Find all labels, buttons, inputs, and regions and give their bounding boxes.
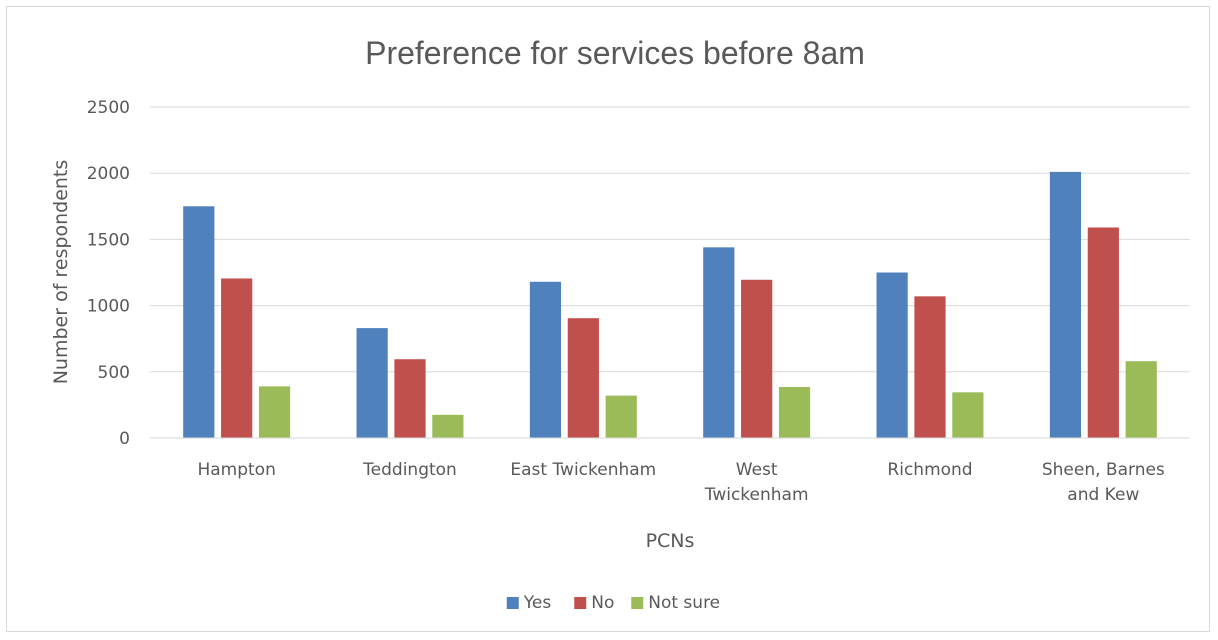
x-tick-label: Hampton: [197, 460, 275, 480]
x-tick-label-line: Hampton: [197, 460, 275, 480]
y-tick-label: 0: [119, 429, 130, 449]
bar-yes: [1049, 171, 1082, 438]
x-tick-label-line: Sheen, Barnes: [1042, 460, 1165, 480]
bar-not-sure: [258, 386, 291, 438]
legend-label-not-sure: Not sure: [648, 593, 720, 613]
bar-yes: [876, 272, 908, 438]
bar-no: [567, 318, 599, 438]
y-tick-label: 500: [98, 363, 130, 383]
bar-yes: [703, 247, 735, 438]
legend-label-yes: Yes: [523, 593, 552, 613]
x-tick-label-line: Teddington: [362, 460, 457, 480]
bar-no: [394, 359, 426, 438]
bar-not-sure: [1125, 361, 1157, 438]
bar-yes: [529, 281, 562, 438]
y-tick-label: 1000: [87, 297, 130, 317]
x-tick-label-line: East Twickenham: [510, 460, 656, 480]
bars: [183, 171, 1157, 438]
x-tick-label-line: and Kew: [1067, 485, 1139, 505]
bar-not-sure: [605, 395, 637, 438]
x-tick-label: Sheen, Barnes and Kew: [1042, 460, 1165, 505]
legend-swatch-yes: [506, 597, 519, 609]
y-tick-label: 2500: [87, 98, 130, 118]
bar-no: [741, 279, 773, 438]
bar-no: [914, 296, 946, 438]
bar-not-sure: [432, 414, 464, 438]
bar-no: [1087, 227, 1119, 438]
y-tick-label: 2000: [87, 164, 130, 184]
y-tick-label: 1500: [87, 230, 130, 250]
x-tick-label: West Twickenham: [704, 460, 809, 505]
x-tick-label: Teddington: [362, 460, 457, 480]
x-tick-label-line: West: [736, 460, 778, 480]
legend: Yes No Not sure: [506, 593, 720, 613]
chart-title: Preference for services before 8am: [365, 35, 865, 71]
y-axis-ticks: 0 500 1000 1500 2000 2500: [87, 98, 130, 449]
legend-swatch-not-sure: [631, 597, 644, 609]
x-tick-label-line: Richmond: [887, 460, 972, 480]
x-axis-label: PCNs: [646, 530, 695, 552]
bar-not-sure: [778, 387, 811, 438]
x-tick-label: East Twickenham: [510, 460, 656, 480]
x-tick-label: Richmond: [887, 460, 972, 480]
legend-swatch-no: [574, 597, 587, 609]
legend-label-no: No: [591, 593, 614, 613]
bar-yes: [356, 328, 388, 438]
bar-no: [221, 278, 253, 438]
gridlines: [150, 106, 1190, 373]
y-axis-label: Number of respondents: [50, 160, 72, 385]
x-tick-label-line: Twickenham: [704, 485, 809, 505]
x-axis-ticks: Hampton Teddington East Twickenham West Twic…: [197, 460, 1164, 505]
bar-yes: [183, 206, 215, 438]
bar-not-sure: [952, 392, 984, 438]
